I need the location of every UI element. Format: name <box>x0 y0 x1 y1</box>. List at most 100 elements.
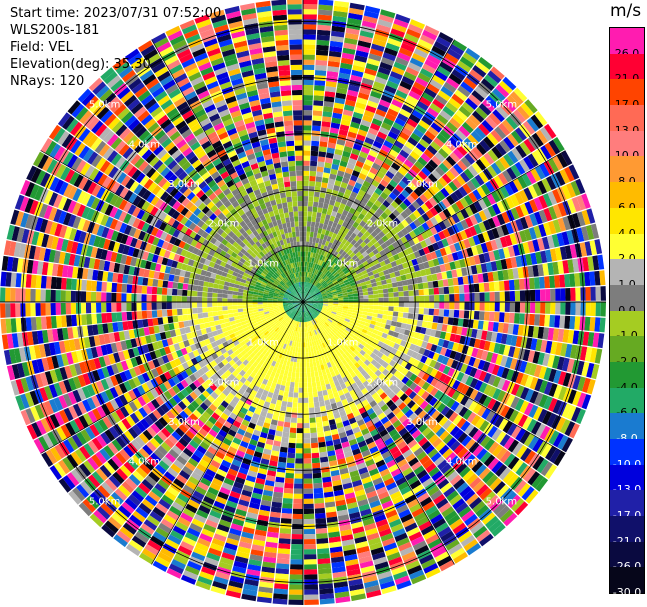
range-gate-cell <box>333 303 339 306</box>
range-gate-cell <box>211 352 219 360</box>
range-gate-cell <box>376 281 382 286</box>
range-gate-cell <box>318 286 324 291</box>
range-gate-cell <box>271 330 276 336</box>
range-gate-cell <box>512 324 519 336</box>
range-gate-cell <box>299 377 303 383</box>
range-gate-cell <box>411 109 424 120</box>
range-gate-cell <box>334 180 342 187</box>
range-gate-cell <box>524 215 534 228</box>
range-gate-cell <box>295 331 299 337</box>
range-gate-cell <box>166 510 180 521</box>
range-gate-cell <box>417 170 428 181</box>
range-gate-cell <box>388 212 397 221</box>
range-gate-cell <box>333 10 348 18</box>
range-gate-cell <box>128 474 141 486</box>
range-gate-cell <box>164 490 177 502</box>
range-gate-cell <box>200 477 212 487</box>
range-gate-cell <box>456 211 465 222</box>
range-gate-cell <box>398 509 411 519</box>
range-gate-cell <box>487 149 499 162</box>
range-gate-cell <box>449 166 460 178</box>
range-gate-cell <box>545 445 557 461</box>
range-gate-cell <box>350 121 360 129</box>
range-gate-cell <box>172 375 181 385</box>
range-gate-cell <box>300 352 303 358</box>
range-gate-cell <box>192 349 200 357</box>
range-gate-cell <box>459 258 466 268</box>
range-gate-cell <box>318 249 323 255</box>
range-gate-cell <box>345 223 353 230</box>
range-gate-cell <box>350 245 357 252</box>
range-gate-cell <box>457 447 469 459</box>
range-gate-cell <box>490 239 498 251</box>
range-gate-cell <box>144 495 158 507</box>
range-gate-cell <box>401 219 409 228</box>
range-gate-cell <box>328 50 342 58</box>
range-gate-cell <box>270 398 277 405</box>
range-gate-cell <box>276 334 281 341</box>
range-gate-cell <box>557 435 569 450</box>
range-gate-cell <box>363 244 370 251</box>
range-gate-cell <box>141 382 150 393</box>
range-gate-cell <box>363 295 369 299</box>
range-gate-cell <box>124 403 134 415</box>
range-gate-cell <box>68 405 78 419</box>
range-gate-cell <box>537 264 544 277</box>
range-gate-cell <box>340 232 347 239</box>
range-gate-cell <box>125 477 138 490</box>
range-gate-cell <box>462 52 478 65</box>
range-gate-cell <box>319 288 325 292</box>
range-gate-cell <box>279 385 286 391</box>
range-gate-cell <box>496 366 505 378</box>
range-gate-cell <box>503 136 515 150</box>
range-gate-cell <box>328 366 334 373</box>
range-gate-cell <box>309 309 314 314</box>
range-gate-cell <box>381 361 389 369</box>
range-gate-cell <box>228 366 236 374</box>
range-gate-cell <box>80 480 93 495</box>
range-gate-cell <box>314 345 319 351</box>
range-gate-cell <box>329 199 336 206</box>
range-gate-cell <box>486 133 499 146</box>
range-gate-cell <box>108 475 121 488</box>
range-gate-cell <box>308 289 313 295</box>
range-gate-cell <box>328 298 334 301</box>
range-gate-cell <box>293 341 297 347</box>
range-gate-cell <box>109 387 119 399</box>
range-gate-cell <box>203 398 212 408</box>
range-gate-cell <box>355 379 363 387</box>
range-gate-cell <box>402 418 412 428</box>
range-gate-cell <box>294 351 298 358</box>
range-gate-cell <box>303 292 305 297</box>
range-gate-cell <box>340 62 353 70</box>
range-gate-cell <box>333 484 343 492</box>
range-gate-cell <box>336 277 343 282</box>
range-gate-cell <box>350 593 366 602</box>
range-gate-cell <box>378 327 385 333</box>
range-gate-cell <box>296 305 300 310</box>
range-gate-cell <box>205 370 213 379</box>
range-gate-cell <box>369 542 383 551</box>
range-gate-cell <box>537 238 545 251</box>
range-gate-cell <box>508 346 516 358</box>
range-gate-cell <box>352 293 359 297</box>
range-gate-cell <box>202 411 211 420</box>
range-gate-cell <box>312 296 318 299</box>
range-gate-cell <box>300 347 303 353</box>
range-gate-cell <box>437 279 444 288</box>
range-gate-cell <box>269 424 277 431</box>
range-gate-cell <box>383 297 389 302</box>
range-gate-cell <box>230 388 238 396</box>
range-gate-cell <box>270 506 282 513</box>
range-gate-cell <box>145 380 155 391</box>
range-gate-cell <box>401 163 411 173</box>
range-gate-cell <box>390 523 404 533</box>
range-gate-cell <box>312 279 316 285</box>
range-gate-cell <box>276 466 286 473</box>
range-gate-cell <box>306 272 310 278</box>
range-gate-cell <box>331 291 338 294</box>
range-gate-cell <box>221 552 235 561</box>
range-gate-cell <box>325 368 331 374</box>
range-gate-cell <box>213 364 221 372</box>
range-gate-cell <box>283 349 288 355</box>
